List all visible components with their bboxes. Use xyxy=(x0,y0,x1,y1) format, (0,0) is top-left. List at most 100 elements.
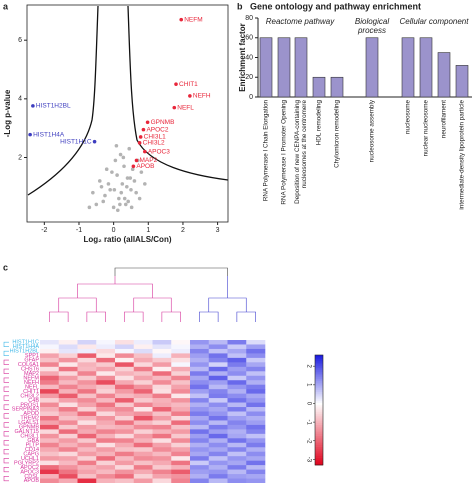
row-dendrogram xyxy=(3,422,9,428)
colorbar-segment xyxy=(315,443,323,446)
row-dendrogram xyxy=(3,377,9,383)
heatmap-cell xyxy=(152,393,172,399)
colorbar-segment xyxy=(315,457,323,460)
point xyxy=(99,185,104,189)
heatmap-cell xyxy=(246,469,266,475)
heatmap-cell xyxy=(77,357,97,363)
heatmap-cell xyxy=(58,353,78,359)
heatmap-cell xyxy=(208,353,228,359)
point xyxy=(134,158,139,163)
heatmap-cell xyxy=(115,340,135,345)
row-dendrogram xyxy=(3,368,9,374)
heatmap-cell xyxy=(58,456,78,461)
heatmap-cell xyxy=(227,411,247,417)
heatmap-cell xyxy=(133,447,153,453)
row-label: CDSL xyxy=(24,474,39,480)
colorbar-segment xyxy=(315,411,323,414)
heatmap-cell xyxy=(227,389,247,394)
heatmap-cell xyxy=(40,348,60,354)
point xyxy=(122,196,127,201)
point xyxy=(129,187,133,192)
heatmap-cell xyxy=(246,340,266,345)
x-tick-label: HDL remodeling xyxy=(316,100,323,146)
heatmap-cell xyxy=(227,384,247,390)
point-label: NEFL xyxy=(177,104,194,111)
heatmap-cell xyxy=(227,402,247,408)
heatmap-cell xyxy=(171,442,191,448)
x-tick-label: 2 xyxy=(181,227,185,234)
heatmap-cell xyxy=(208,393,228,399)
row-label: NEFL xyxy=(25,384,39,390)
colorbar-segment xyxy=(315,441,323,444)
heatmap-cell xyxy=(115,353,135,359)
bar xyxy=(365,37,379,98)
heatmap-cell xyxy=(190,465,210,470)
column-dendrogram xyxy=(199,311,219,322)
colorbar-segment xyxy=(315,371,323,374)
colorbar-tick-label: -3 xyxy=(305,457,311,463)
heatmap-cell xyxy=(115,407,135,412)
heatmap-cell xyxy=(190,380,210,385)
row-label: TREM2 xyxy=(20,416,39,422)
point xyxy=(97,179,102,183)
panel-letter: b xyxy=(237,1,243,11)
point xyxy=(132,179,137,183)
colorbar-segment xyxy=(315,355,323,358)
point xyxy=(114,143,119,148)
heatmap-cell xyxy=(40,366,60,372)
point xyxy=(101,199,106,204)
heatmap-cell xyxy=(171,393,191,399)
heatmap-cell xyxy=(58,415,78,421)
heatmap-cell xyxy=(133,398,153,403)
heatmap-cell xyxy=(115,460,135,466)
heatmap-cell xyxy=(133,375,153,381)
heatmap-cell xyxy=(246,384,266,390)
heatmap-cell xyxy=(40,357,60,363)
heatmap-cell xyxy=(115,375,135,381)
heatmap-cell xyxy=(96,393,116,399)
colorbar-segment xyxy=(315,356,323,359)
heatmap-cell xyxy=(152,362,172,368)
colorbar-segment xyxy=(315,364,323,367)
heatmap-cell xyxy=(115,362,135,368)
heatmap-cell xyxy=(40,398,60,403)
heatmap-cell xyxy=(171,451,191,457)
row-dendrogram xyxy=(3,440,9,446)
y-tick-label: 4 xyxy=(18,96,22,103)
heatmap-cell xyxy=(40,474,60,479)
row-label: PLTP xyxy=(26,442,40,448)
heatmap-cell xyxy=(77,465,97,470)
heatmap-cell xyxy=(96,478,116,483)
heatmap-cell xyxy=(171,438,191,444)
heatmap-cell xyxy=(58,433,78,439)
heatmap-cell xyxy=(208,402,228,408)
heatmap-cell xyxy=(152,460,172,466)
heatmap-cell xyxy=(246,420,266,426)
heatmap-cell xyxy=(227,442,247,448)
heatmap-cell xyxy=(152,442,172,448)
colorbar-tick-label: 2 xyxy=(305,365,311,369)
row-label: GALNT15 xyxy=(15,429,39,435)
heatmap-cell xyxy=(58,469,78,475)
heatmap-cell xyxy=(190,447,210,453)
x-tick-label: nucleosomes at the centromere xyxy=(301,100,308,189)
point xyxy=(129,205,134,210)
heatmap-cell xyxy=(190,411,210,417)
column-dendrogram xyxy=(124,311,144,322)
heatmap-cell xyxy=(208,424,228,430)
heatmap-cell xyxy=(58,389,78,394)
heatmap-cell xyxy=(190,474,210,479)
heatmap-cell xyxy=(58,357,78,363)
heatmap-cell xyxy=(246,393,266,399)
heatmap-cell xyxy=(133,420,153,426)
heatmap-cell xyxy=(171,398,191,403)
point xyxy=(123,202,128,207)
heatmap-cell xyxy=(208,438,228,444)
point xyxy=(113,158,118,163)
point xyxy=(119,190,124,195)
row-label: HIST1H1C xyxy=(12,340,39,346)
heatmap-cell xyxy=(227,357,247,363)
point xyxy=(115,208,120,213)
column-dendrogram xyxy=(236,311,256,322)
heatmap-cell xyxy=(58,398,78,403)
